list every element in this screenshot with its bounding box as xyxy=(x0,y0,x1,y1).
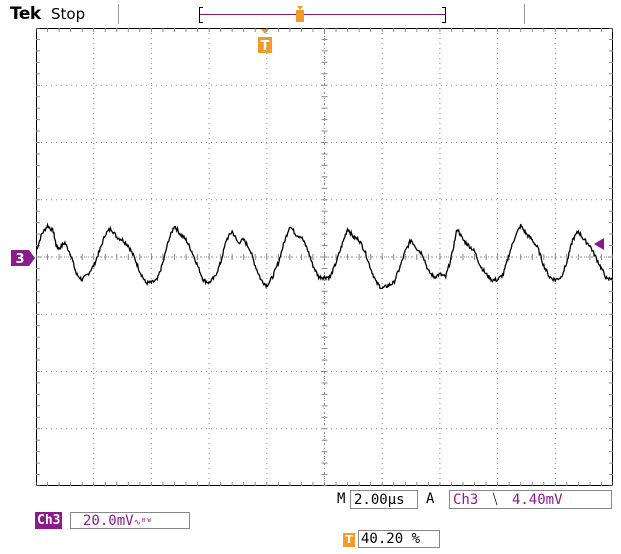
header-divider xyxy=(524,4,525,24)
channel-3-ground-marker[interactable]: 3 xyxy=(11,250,35,266)
timebase-mode-label: M xyxy=(337,491,346,507)
trigger-mode-label: A xyxy=(426,491,435,507)
trigger-source: Ch3 xyxy=(453,492,479,508)
channel-marker-label: 3 xyxy=(15,252,24,266)
trigger-level-value: 4.40mV xyxy=(511,492,563,508)
trigger-position-readout[interactable]: 40.20 % xyxy=(358,530,440,548)
coupling-bandwidth-icon: ∿ᴮᵂ xyxy=(133,518,152,528)
channel-3-tag[interactable]: Ch3 xyxy=(35,512,63,529)
graticule-grid xyxy=(36,28,613,486)
brand-logo: Tek xyxy=(10,4,41,24)
header-divider xyxy=(118,4,119,24)
record-length-bar xyxy=(200,14,446,15)
acquisition-status: Stop xyxy=(51,5,86,23)
record-bracket-left xyxy=(199,7,203,23)
falling-edge-icon: ⧹ xyxy=(492,492,498,508)
trigger-position-indicator-icon: T xyxy=(343,533,355,547)
trigger-readout[interactable]: Ch3 ⧹ 4.40mV xyxy=(449,490,612,509)
trigger-level-marker-icon[interactable] xyxy=(594,238,608,250)
channel-scale-readout[interactable]: 20.0mV∿ᴮᵂ xyxy=(70,512,190,529)
timebase-readout[interactable]: 2.00µs xyxy=(350,490,418,509)
oscilloscope-graticule xyxy=(36,28,613,486)
channel-scale-value: 20.0mV xyxy=(83,513,134,529)
trigger-position-icon xyxy=(296,6,304,22)
channel-3-trace xyxy=(36,222,613,290)
record-bracket-right xyxy=(442,7,446,23)
trigger-marker-label: T xyxy=(261,39,270,54)
